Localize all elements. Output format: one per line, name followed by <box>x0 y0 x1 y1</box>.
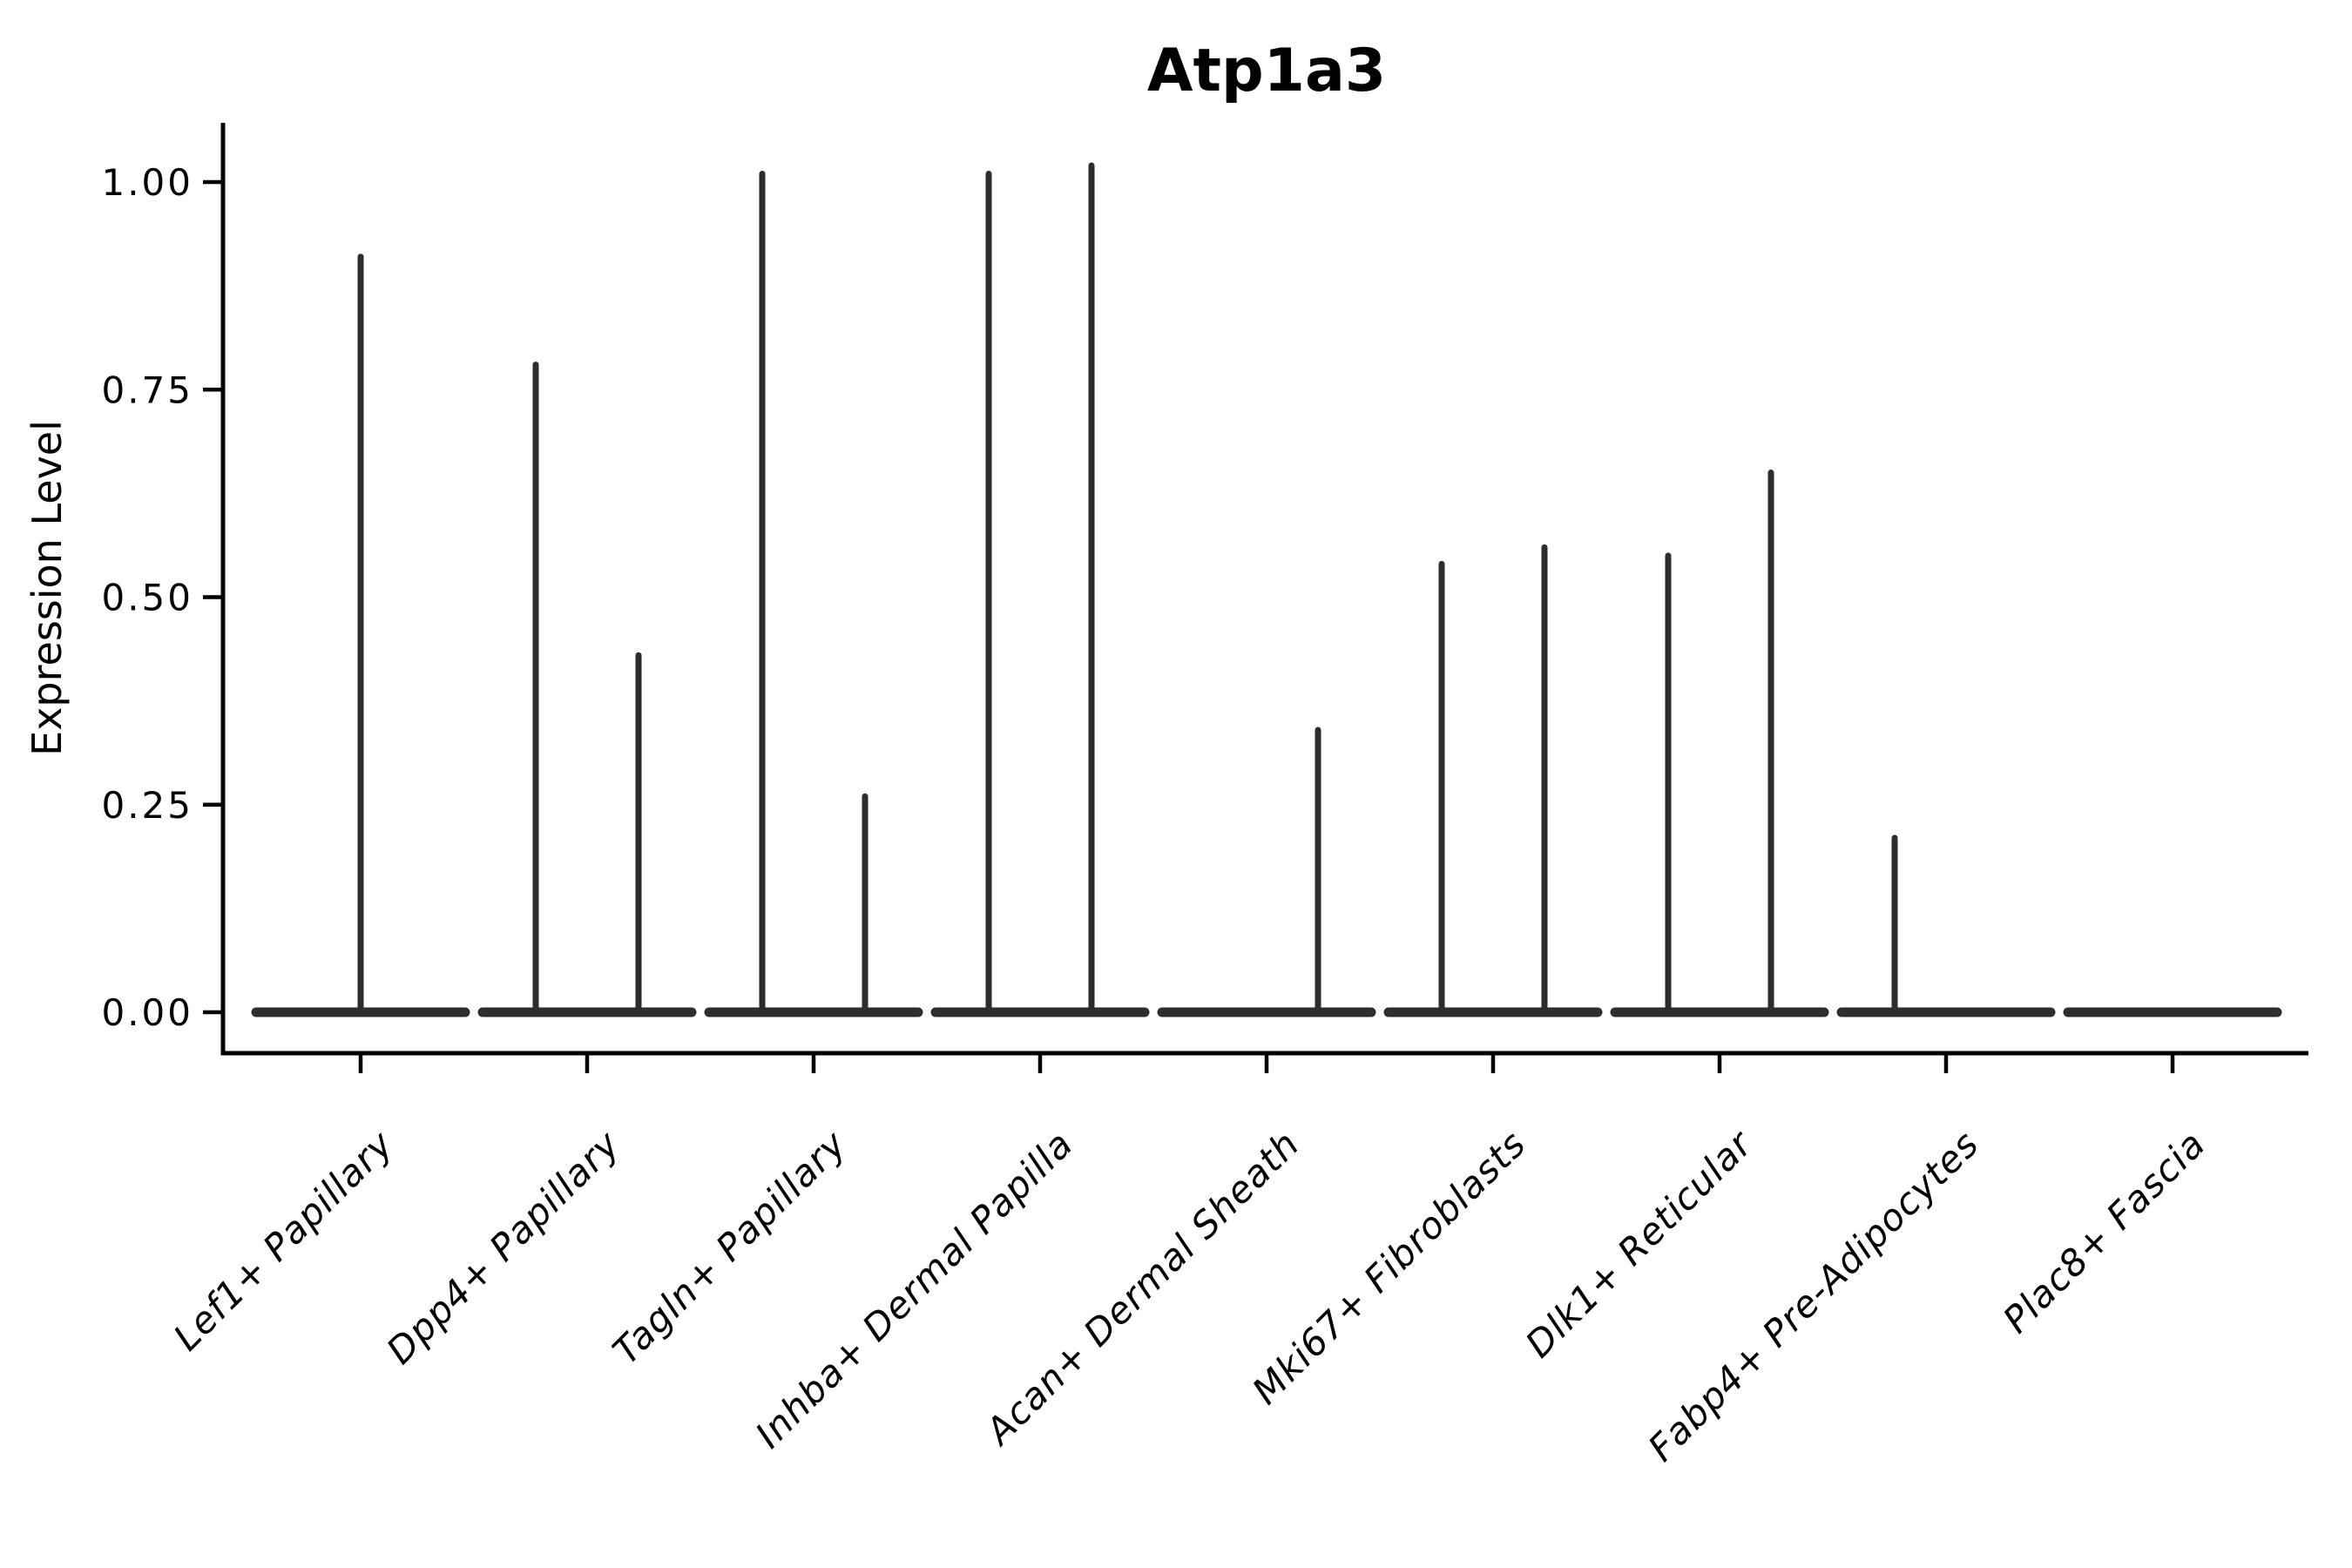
violins <box>251 162 2282 1017</box>
violin-group <box>1157 727 1376 1017</box>
y-tick-label: 1.00 <box>101 161 193 204</box>
x-tick-label: Dlk1+ Reticular <box>1517 1121 1762 1366</box>
y-tick-label: 0.00 <box>101 991 193 1034</box>
plot-title: Atp1a3 <box>1147 37 1386 105</box>
violin-group <box>251 253 470 1017</box>
violin-group <box>1610 470 1829 1017</box>
violin-group <box>1383 544 1603 1017</box>
violin-group <box>704 170 923 1017</box>
x-tick-label: Lef1+ Papillary <box>166 1122 402 1359</box>
y-axis-label: Expression Level <box>24 420 71 756</box>
violin-group <box>930 162 1150 1017</box>
y-tick-label: 0.75 <box>101 368 193 411</box>
x-tick-label: Dpp4+ Papillary <box>378 1122 628 1372</box>
violin-group <box>1836 835 2056 1017</box>
violin-group <box>477 362 697 1017</box>
y-tick-label: 0.50 <box>101 577 193 619</box>
axes: 0.00 0.25 0.50 0.75 1.00 Lef1+ PapillaryDpp4+… <box>101 123 2308 1470</box>
x-tick-label: Tagln+ Papillary <box>605 1122 855 1372</box>
y-tick-label: 0.25 <box>101 784 193 827</box>
x-tick-label: Plac8+ Fascia <box>1995 1122 2213 1341</box>
